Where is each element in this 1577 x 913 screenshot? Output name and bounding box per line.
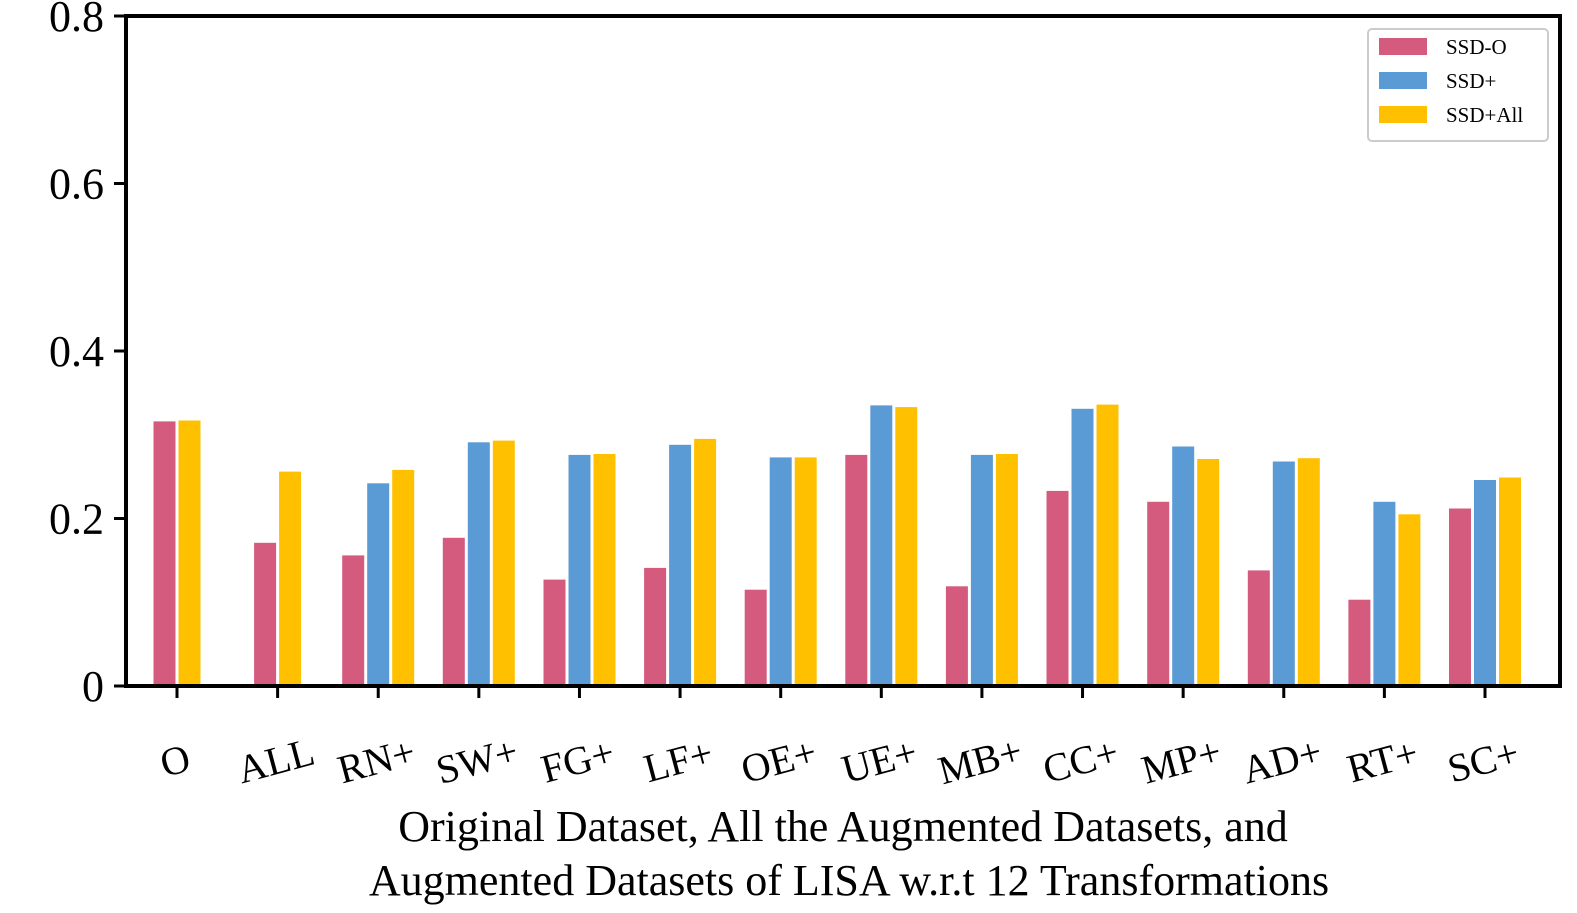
bar-ssd--cc- xyxy=(1071,408,1094,686)
bar-ssd-all-oe- xyxy=(794,457,817,686)
bar-ssd--mp- xyxy=(1172,446,1195,686)
bar-ssd-o-ad- xyxy=(1247,570,1270,686)
bar-ssd--ue- xyxy=(870,405,893,686)
bar-ssd-all-sc- xyxy=(1499,477,1521,686)
bar-ssd-o-lf- xyxy=(644,567,667,686)
y-tick-label: 0.2 xyxy=(49,495,104,544)
bar-ssd-o-rn- xyxy=(342,555,365,686)
legend: SSD-O SSD+ SSD+All xyxy=(1367,28,1549,142)
y-tick-label: 0.6 xyxy=(49,160,104,209)
legend-label: SSD-O xyxy=(1446,35,1507,59)
bar-ssd-all-mp- xyxy=(1197,459,1220,686)
bar-ssd--lf- xyxy=(669,444,692,686)
bar-ssd-o-cc- xyxy=(1046,490,1069,686)
y-tick-label: 0.4 xyxy=(49,327,104,376)
bar-ssd-o-ue- xyxy=(845,454,868,686)
y-tick-label: 0 xyxy=(82,662,104,711)
bar-ssd-o-sc- xyxy=(1449,508,1471,686)
bar-ssd--rn- xyxy=(367,483,390,686)
bar-ssd-all-lf- xyxy=(694,438,717,686)
bar-ssd--sw- xyxy=(467,442,490,686)
bar-ssd--ad- xyxy=(1272,461,1295,686)
x-axis-title: Original Dataset, All the Augmented Data… xyxy=(369,802,1329,905)
y-axis: 0 0.2 0.4 0.6 0.8 xyxy=(49,0,126,711)
bar-ssd-o-oe- xyxy=(744,589,767,686)
bar-ssd-o-all xyxy=(254,542,277,686)
bar-ssd-all-fg- xyxy=(593,454,616,686)
bar-ssd-o-mp- xyxy=(1147,501,1170,687)
bar-ssd--oe- xyxy=(769,457,792,686)
bar-ssd-all-mb- xyxy=(995,454,1018,686)
bar-ssd-all-ue- xyxy=(895,407,918,686)
bar-ssd-o-o xyxy=(153,421,176,686)
legend-label: SSD+All xyxy=(1446,103,1523,127)
legend-items: SSD-O SSD+ SSD+All xyxy=(1379,35,1523,127)
y-tick-label: 0.8 xyxy=(49,0,104,41)
bar-ssd--mb- xyxy=(970,454,993,686)
bar-ssd-all-rn- xyxy=(392,469,415,686)
bar-ssd-all-o xyxy=(178,420,201,686)
bar-ssd-all-cc- xyxy=(1096,404,1119,686)
x-axis-title-line-2: Augmented Datasets of LISA w.r.t 12 Tran… xyxy=(369,856,1329,905)
x-axis-title-line-1: Original Dataset, All the Augmented Data… xyxy=(398,802,1288,851)
bar-ssd--sc- xyxy=(1474,480,1496,686)
bar-ssd--rt- xyxy=(1373,501,1396,687)
bar-ssd-o-rt- xyxy=(1348,599,1371,686)
bar-ssd-o-sw- xyxy=(442,537,465,686)
bar-ssd-o-fg- xyxy=(543,579,566,686)
legend-swatch xyxy=(1379,106,1427,123)
legend-label: SSD+ xyxy=(1446,69,1496,93)
bar-ssd-all-ad- xyxy=(1297,458,1320,686)
legend-swatch xyxy=(1379,72,1427,89)
bar-ssd--fg- xyxy=(568,454,591,686)
legend-swatch xyxy=(1379,38,1427,55)
bars-layer xyxy=(153,404,1521,687)
bar-ssd-all-all xyxy=(279,471,302,686)
bar-ssd-o-mb- xyxy=(945,586,968,686)
bar-ssd-all-sw- xyxy=(492,440,515,686)
bar-ssd-all-rt- xyxy=(1398,514,1421,686)
